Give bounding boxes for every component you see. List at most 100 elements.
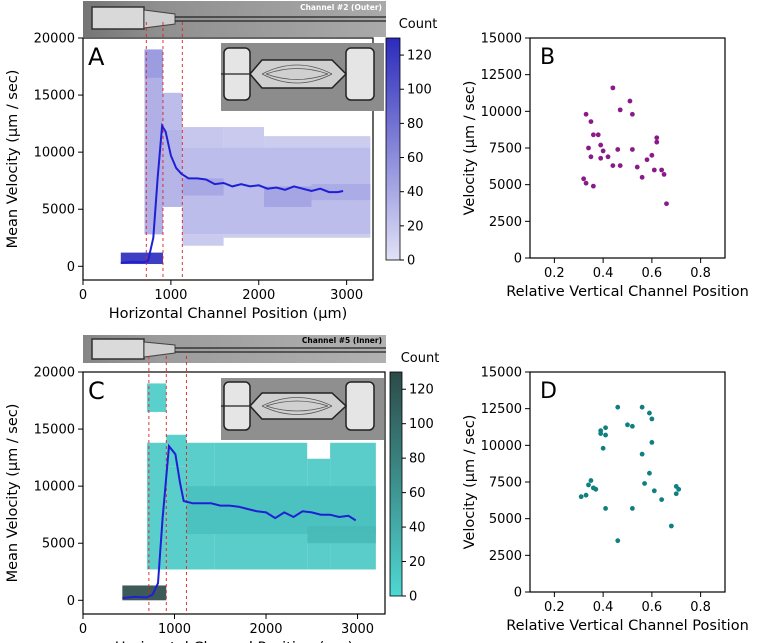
x-tick-label: 3000 bbox=[330, 288, 363, 303]
colorbar-tick-label: 0 bbox=[407, 254, 415, 269]
scatter-point bbox=[629, 147, 635, 152]
x-tick-label: 0.6 bbox=[642, 600, 663, 615]
scatter-points bbox=[578, 404, 682, 544]
scatter-point bbox=[588, 154, 594, 160]
x-tick-label: 0.6 bbox=[642, 266, 663, 281]
scatter-point bbox=[590, 183, 596, 189]
colorbar: 0 20 40 60 80 100 120 Count bbox=[385, 17, 437, 269]
scatter-point bbox=[654, 135, 660, 141]
colorbar-tick-label: 60 bbox=[407, 151, 424, 166]
x-tick-label: 1000 bbox=[154, 288, 187, 303]
scatter-point bbox=[598, 142, 604, 148]
scatter-point bbox=[600, 148, 606, 154]
scatter-points bbox=[581, 85, 669, 207]
colorbar-tick-label: 20 bbox=[407, 219, 424, 234]
scatter-point bbox=[629, 506, 635, 511]
x-axis-label: Horizontal Channel Position (µm) bbox=[109, 306, 348, 322]
x-tick-label: 0.4 bbox=[593, 600, 614, 615]
scatter-point bbox=[615, 147, 621, 152]
axes: 0 1000 2000 3000 0 5000 10000 15000 20000 Horizon… bbox=[5, 366, 386, 643]
channel-caption: Channel #5 (Inner) bbox=[302, 336, 382, 345]
scatter-point bbox=[649, 416, 655, 422]
y-tick-label: 10000 bbox=[481, 439, 522, 454]
scatter-point bbox=[610, 163, 616, 169]
y-tick-label: 10000 bbox=[481, 105, 522, 120]
y-axis-label: Velocity (µm / sec) bbox=[462, 415, 478, 550]
heatmap-cell bbox=[144, 49, 163, 78]
y-tick-label: 15000 bbox=[481, 32, 522, 47]
y-tick-label: 0 bbox=[67, 260, 75, 275]
axes: 0.2 0.4 0.6 0.8 0 2500 5000 7500 10000 12500 15000… bbox=[462, 32, 749, 301]
panel-label: A bbox=[88, 43, 105, 71]
y-tick-label: 7500 bbox=[489, 142, 522, 157]
x-tick-label: 0.8 bbox=[690, 266, 711, 281]
scatter-point bbox=[625, 422, 630, 428]
scatter-point bbox=[590, 132, 596, 138]
x-tick-label: 3000 bbox=[341, 622, 374, 637]
x-tick-label: 0.2 bbox=[544, 600, 565, 615]
scatter-point bbox=[598, 155, 604, 161]
scatter-point bbox=[586, 482, 591, 488]
y-tick-label: 0 bbox=[514, 586, 522, 601]
y-tick-label: 5000 bbox=[489, 178, 522, 193]
scatter-point bbox=[627, 98, 633, 104]
colorbar-tick-label: 100 bbox=[407, 83, 432, 98]
scatter-point bbox=[629, 111, 635, 117]
scatter-point bbox=[651, 488, 657, 494]
scatter-point bbox=[588, 478, 594, 483]
y-tick-label: 2500 bbox=[489, 215, 522, 230]
y-tick-label: 15000 bbox=[481, 366, 522, 381]
scatter-point bbox=[664, 201, 669, 207]
colorbar-tick-label: 80 bbox=[407, 117, 424, 132]
scatter-point bbox=[651, 167, 657, 173]
scatter-point bbox=[639, 404, 645, 410]
colorbar-tick-label: 0 bbox=[409, 590, 417, 605]
scatter-point bbox=[603, 425, 608, 431]
heatmap-cell bbox=[162, 129, 183, 207]
scatter-point bbox=[661, 172, 667, 177]
colorbar-tick-label: 100 bbox=[409, 417, 434, 432]
colorbar-tick-label: 120 bbox=[407, 49, 432, 64]
x-tick-label: 0.2 bbox=[544, 266, 565, 281]
heatmap-cell bbox=[144, 77, 163, 235]
scatter-point bbox=[583, 111, 589, 117]
y-tick-label: 0 bbox=[67, 594, 75, 609]
scatter-point bbox=[642, 481, 647, 486]
chip-inset-image bbox=[221, 43, 384, 111]
colorbar-gradient bbox=[385, 37, 401, 261]
y-axis-label: Mean Velocity (µm / sec) bbox=[5, 404, 21, 583]
axes: 0 1000 2000 3000 0 5000 10000 15000 20000 Horizon… bbox=[5, 32, 374, 322]
scatter-point bbox=[617, 163, 623, 169]
scatter-point bbox=[610, 85, 616, 91]
x-axis-label: Horizontal Channel Position (µm) bbox=[115, 640, 354, 643]
scatter-point bbox=[600, 445, 606, 451]
scatter-point bbox=[654, 139, 660, 145]
scatter-point bbox=[617, 107, 623, 113]
scatter-point bbox=[639, 451, 645, 457]
scatter-point bbox=[583, 180, 589, 186]
scatter-plot: 0.2 0.4 0.6 0.8 0 2500 5000 7500 10000 12500 15000… bbox=[462, 32, 749, 301]
y-tick-label: 7500 bbox=[489, 476, 522, 491]
axes-frame bbox=[529, 37, 726, 259]
y-tick-label: 20000 bbox=[34, 366, 75, 381]
scatter-point bbox=[647, 470, 652, 476]
colorbar-gradient bbox=[389, 371, 403, 597]
heatmap-cell bbox=[182, 234, 224, 246]
scatter-point bbox=[615, 404, 621, 410]
channel-caption: Channel #2 (Outer) bbox=[300, 3, 382, 12]
scatter-point bbox=[673, 491, 679, 497]
scatter-point bbox=[598, 431, 604, 436]
channel-image-strip bbox=[83, 335, 386, 363]
x-tick-label: 2000 bbox=[242, 288, 275, 303]
colorbar-title: Count bbox=[401, 351, 440, 366]
scatter-point bbox=[659, 497, 665, 502]
heatmap-cell bbox=[182, 127, 224, 148]
y-tick-label: 5000 bbox=[489, 512, 522, 527]
x-tick-label: 0.4 bbox=[593, 266, 614, 281]
heatmap-cell bbox=[147, 383, 167, 412]
heatmap-cell bbox=[166, 466, 187, 570]
panel-a: Channel #2 (Outer) 0 1000 2000 300005000100… bbox=[5, 1, 437, 322]
axes-frame bbox=[82, 37, 374, 281]
scatter-point bbox=[615, 538, 621, 544]
